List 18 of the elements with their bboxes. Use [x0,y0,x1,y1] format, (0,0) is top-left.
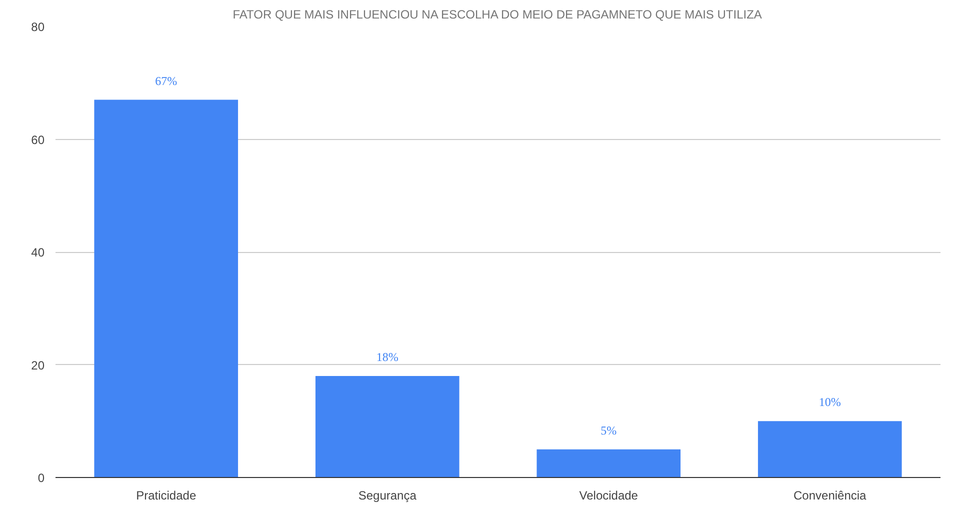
data-label: 10% [818,395,841,410]
chart-title: FATOR QUE MAIS INFLUENCIOU NA ESCOLHA DO MEIO DE PAGAMNETO QUE MAIS UTILIZA [232,8,762,22]
y-tick-label: 0 [38,471,45,485]
bar [758,421,902,478]
x-tick-label: Praticidade [136,488,196,502]
bar [94,100,238,478]
y-tick-label: 20 [31,358,45,372]
data-label: 5% [600,423,617,438]
bar [536,449,681,478]
x-tick-label: Segurança [358,488,417,502]
y-tick-label: 60 [31,132,45,147]
y-tick-label: 80 [31,20,45,34]
x-tick-label: Conveniência [794,488,867,502]
data-label: 67% [155,74,178,88]
x-tick-label: Velocidade [579,488,638,502]
y-tick-label: 40 [31,246,45,260]
data-label: 18% [376,350,398,364]
bar [315,376,460,478]
